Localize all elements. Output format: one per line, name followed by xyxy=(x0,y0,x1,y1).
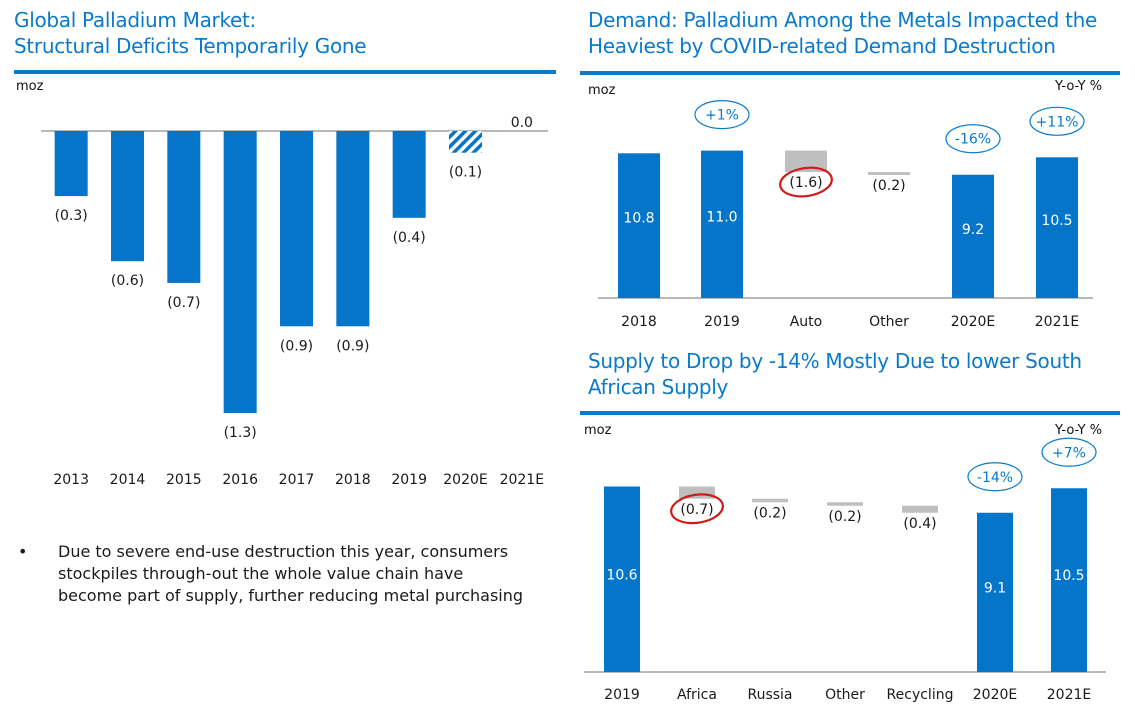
demand-yoy-badge xyxy=(945,124,1001,154)
supply-bar xyxy=(604,486,640,672)
balance-bar xyxy=(280,131,313,327)
balance-value-label: (0.6) xyxy=(111,273,144,289)
balance-category-label: 2016 xyxy=(222,472,258,488)
balance-chart: (0.3) 2013 (0.6) 2014 (0.7) 2015 (1.3) 2016 (0.9… xyxy=(41,115,548,488)
demand-unit-label: moz xyxy=(588,83,616,98)
supply-title-line1: Supply to Drop by -14% Mostly Due to low… xyxy=(588,349,1082,373)
supply-yoy-label: -14% xyxy=(977,470,1013,486)
balance-bar xyxy=(336,131,370,327)
supply-category-label: 2020E xyxy=(973,687,1017,703)
demand-category-label: Other xyxy=(869,314,909,330)
demand-bar xyxy=(1036,157,1078,298)
demand-value-label: (0.2) xyxy=(872,178,905,194)
supply-yoy-label: Y-o-Y % xyxy=(1055,423,1103,438)
demand-step-bar xyxy=(785,150,827,173)
balance-bar xyxy=(54,131,88,197)
demand-category-label: 2021E xyxy=(1035,314,1079,330)
demand-highlight-circle xyxy=(779,166,833,198)
demand-yoy-label: +11% xyxy=(1036,114,1079,130)
balance-value-label: (0.4) xyxy=(393,230,426,246)
demand-yoy-badge xyxy=(694,99,750,130)
balance-category-label: 2015 xyxy=(166,472,202,488)
balance-category-label: 2017 xyxy=(279,472,315,488)
supply-highlight-circle xyxy=(670,493,724,525)
supply-value-label: 9.1 xyxy=(984,580,1006,596)
supply-step-bar xyxy=(752,498,788,503)
balance-value-label: (0.3) xyxy=(55,208,88,224)
balance-value-label: (0.9) xyxy=(280,338,313,354)
supply-title-line2: African Supply xyxy=(588,375,729,399)
left-title-line2: Structural Deficits Temporarily Gone xyxy=(14,34,367,58)
demand-yoy-label: Y-o-Y % xyxy=(1055,79,1103,94)
supply-unit-label: moz xyxy=(584,423,612,438)
balance-bar xyxy=(167,131,201,283)
demand-category-label: Auto xyxy=(790,314,823,330)
supply-category-label: 2019 xyxy=(604,687,640,703)
demand-bar xyxy=(952,174,994,298)
balance-bar xyxy=(449,131,482,153)
supply-value-label: (0.2) xyxy=(753,505,786,521)
balance-category-label: 2018 xyxy=(335,472,371,488)
demand-step-bar xyxy=(868,172,910,176)
supply-category-label: 2021E xyxy=(1047,687,1091,703)
balance-category-label: 2019 xyxy=(391,472,427,488)
balance-value-label: (0.9) xyxy=(336,338,369,354)
supply-value-label: (0.2) xyxy=(828,509,861,525)
supply-title-rule xyxy=(580,411,1120,415)
left-title-line1: Global Palladium Market: xyxy=(14,8,256,32)
demand-category-label: 2019 xyxy=(704,314,740,330)
demand-bar xyxy=(701,150,743,298)
supply-value-label: (0.7) xyxy=(680,502,713,518)
balance-bar xyxy=(392,131,426,218)
supply-category-label: Africa xyxy=(677,687,717,703)
supply-bar xyxy=(1051,488,1087,672)
demand-category-label: 2018 xyxy=(621,314,657,330)
demand-value-label: 10.8 xyxy=(623,211,654,227)
balance-category-label: 2021E xyxy=(500,472,544,488)
supply-step-bar xyxy=(902,505,938,513)
balance-category-label: 2014 xyxy=(110,472,146,488)
supply-bar xyxy=(977,512,1013,672)
balance-value-label: (0.7) xyxy=(167,295,200,311)
left-title: Global Palladium Market: Structural Defi… xyxy=(14,7,554,59)
demand-title-line2: Heaviest by COVID-related Demand Destruc… xyxy=(588,34,1056,58)
demand-value-label: 9.2 xyxy=(962,222,984,238)
balance-bar xyxy=(223,131,257,414)
demand-bar xyxy=(618,153,660,298)
supply-category-label: Russia xyxy=(747,687,792,703)
supply-title: Supply to Drop by -14% Mostly Due to low… xyxy=(588,348,1133,400)
balance-value-label: (0.1) xyxy=(449,165,482,181)
demand-value-label: (1.6) xyxy=(789,175,822,191)
demand-yoy-badge xyxy=(1029,106,1085,136)
balance-category-label: 2020E xyxy=(443,472,487,488)
supply-value-label: (0.4) xyxy=(903,516,936,532)
demand-chart: 10.8 2018 11.0 +1% 2019 (1.6) Auto (0.2) Other 9.… xyxy=(598,99,1093,330)
balance-bar xyxy=(111,131,144,262)
left-title-rule xyxy=(14,70,556,74)
demand-yoy-label: +1% xyxy=(705,108,739,124)
supply-yoy-badge xyxy=(1041,437,1097,467)
supply-value-label: 10.5 xyxy=(1053,568,1084,584)
demand-category-label: 2020E xyxy=(951,314,995,330)
supply-chart: 10.6 2019 (0.7) Africa (0.2) Russia (0.2) Other… xyxy=(584,437,1106,703)
supply-category-label: Recycling xyxy=(887,687,954,703)
demand-value-label: 11.0 xyxy=(706,209,737,225)
demand-title-line1: Demand: Palladium Among the Metals Impac… xyxy=(588,8,1098,32)
left-unit-label: moz xyxy=(16,79,44,94)
supply-value-label: 10.6 xyxy=(606,567,637,583)
supply-category-label: Other xyxy=(825,687,865,703)
demand-title-rule xyxy=(580,71,1120,75)
balance-value-label: 0.0 xyxy=(511,115,533,131)
supply-step-bar xyxy=(827,502,863,506)
supply-yoy-badge xyxy=(967,462,1023,492)
demand-title: Demand: Palladium Among the Metals Impac… xyxy=(588,7,1133,59)
balance-category-label: 2013 xyxy=(53,472,89,488)
supply-yoy-label: +7% xyxy=(1052,445,1086,461)
balance-value-label: (1.3) xyxy=(224,425,257,441)
bullet-dot: • xyxy=(18,542,28,561)
demand-yoy-label: -16% xyxy=(955,132,991,148)
commentary-text: Due to severe end-use destruction this y… xyxy=(58,542,524,605)
demand-value-label: 10.5 xyxy=(1041,213,1072,229)
